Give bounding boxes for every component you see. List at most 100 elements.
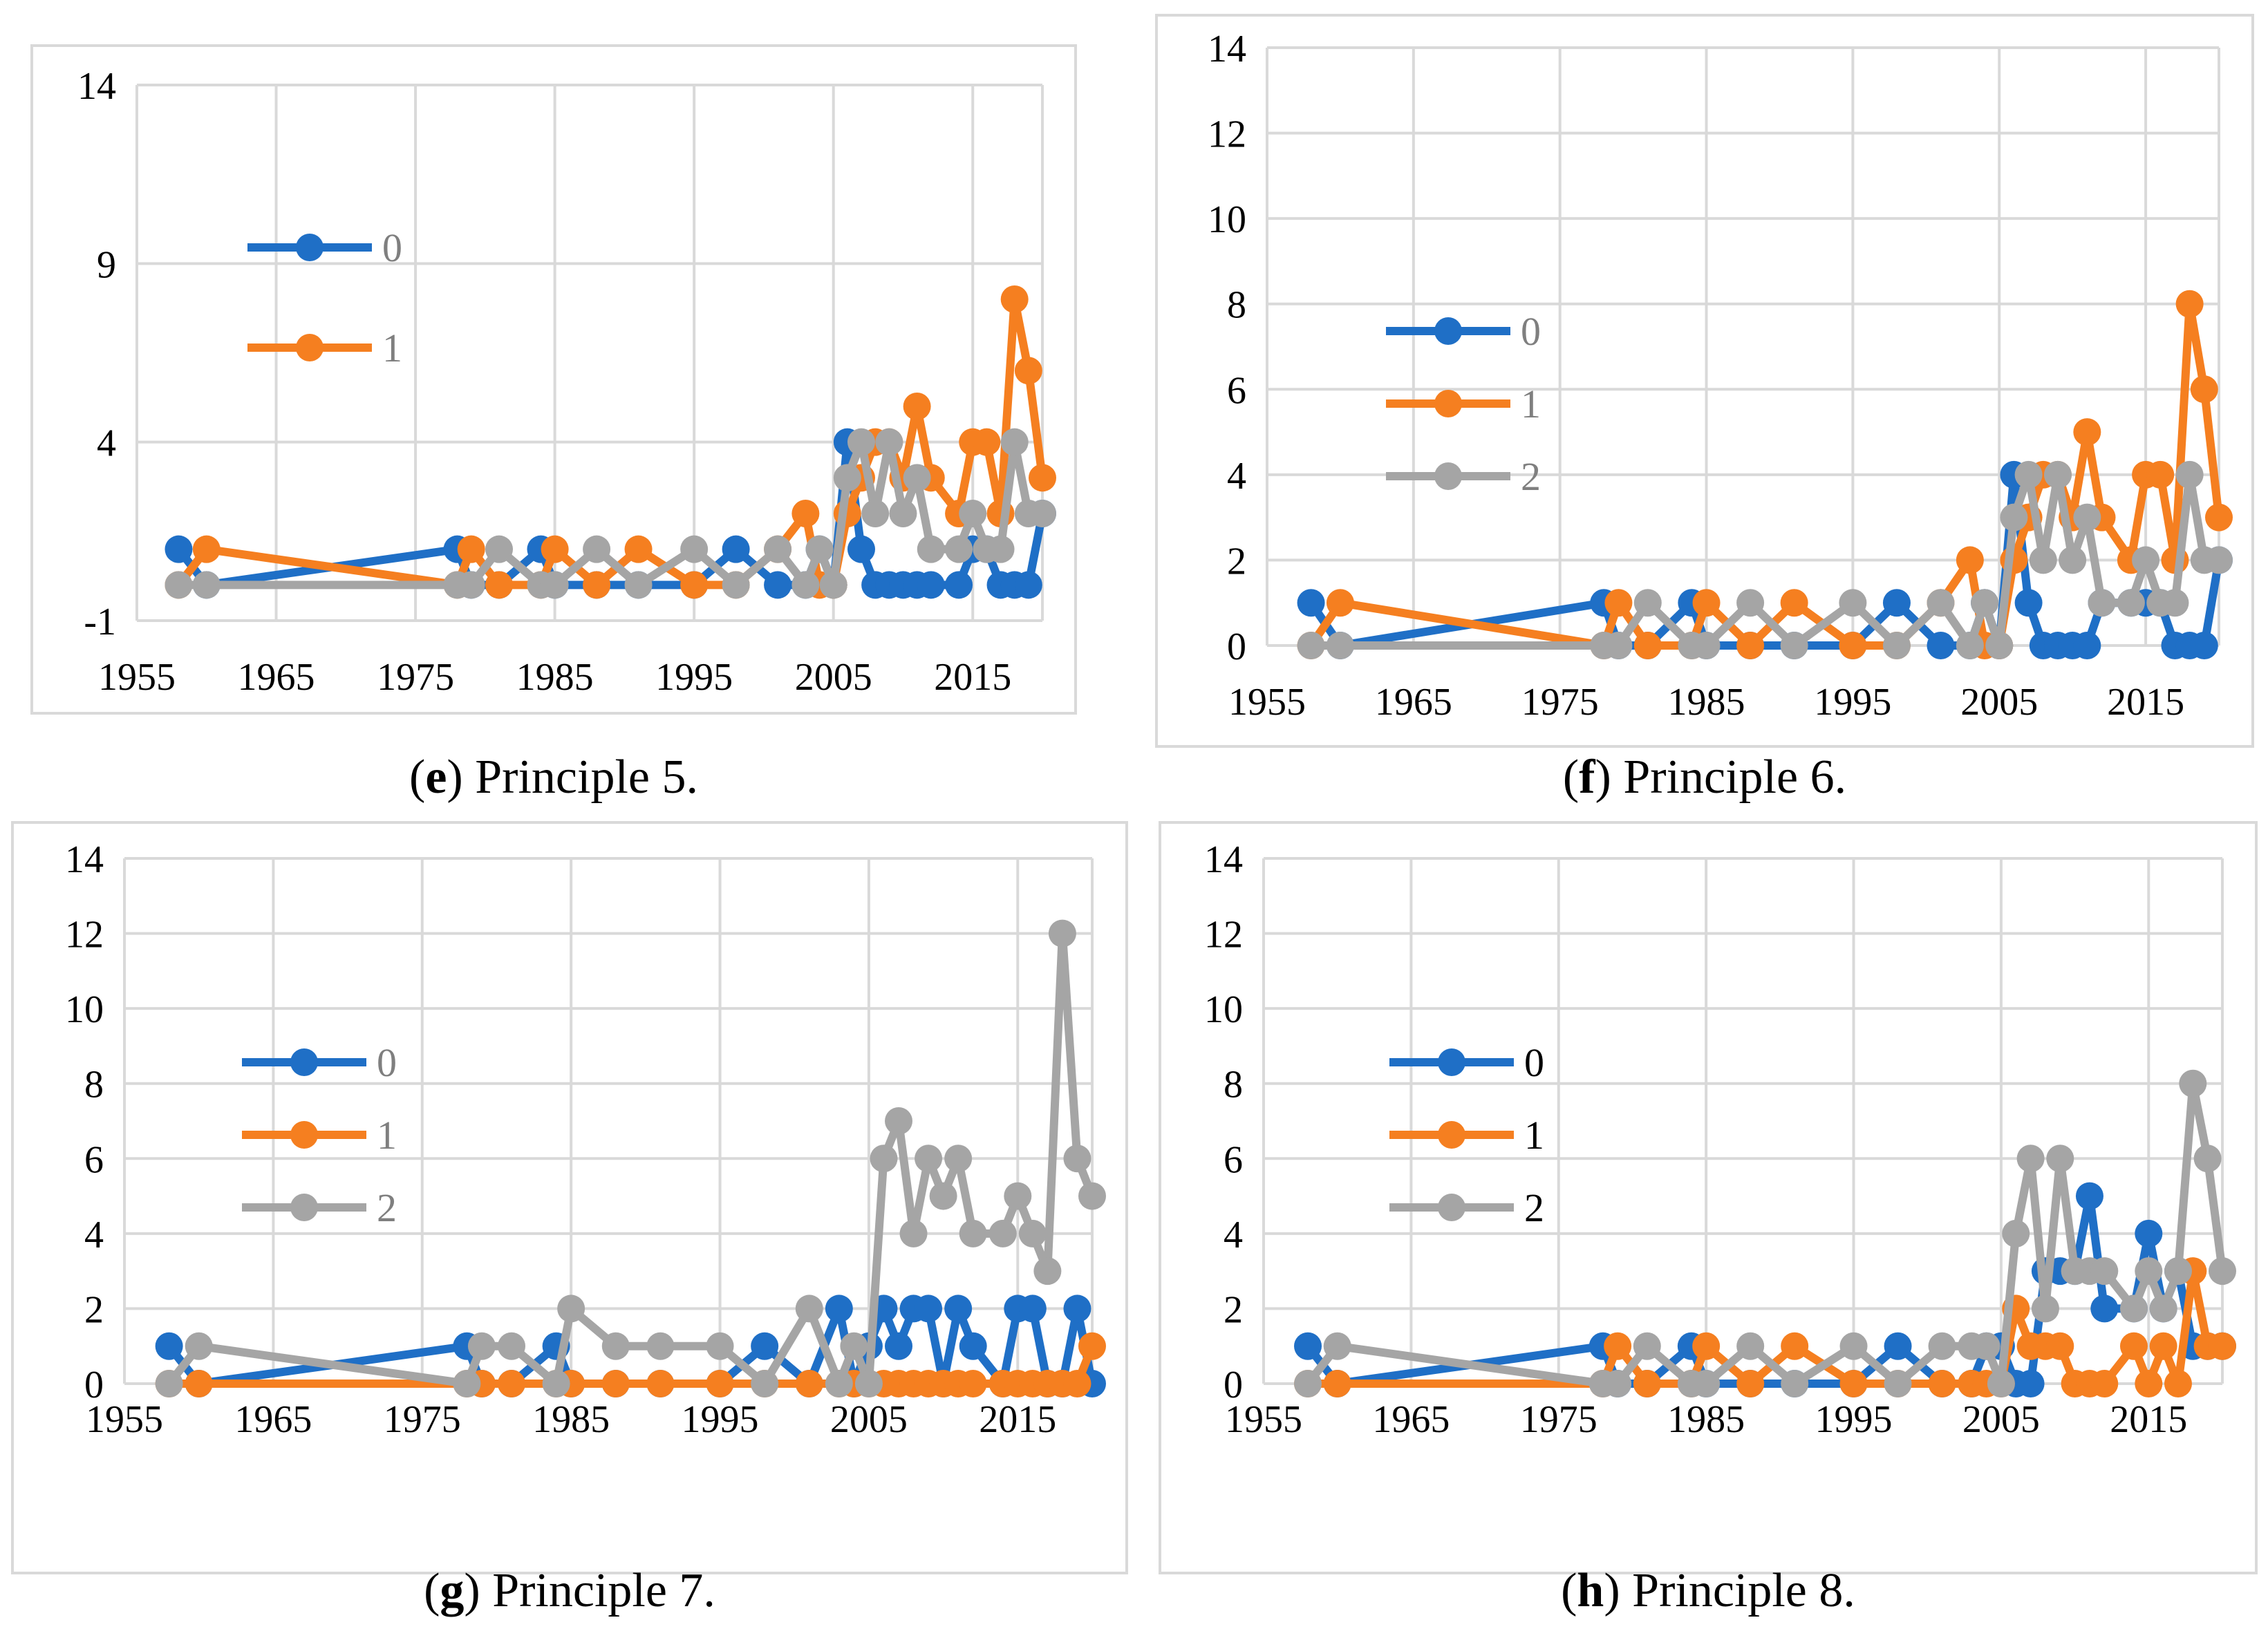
caption-e-letter: e <box>425 751 447 804</box>
series-2-point <box>601 1332 630 1360</box>
legend-2-label: 2 <box>377 1185 397 1230</box>
series-2-point <box>2161 589 2189 617</box>
series-1-point <box>795 1370 823 1397</box>
series-1-point <box>1692 1332 1721 1360</box>
x-tick-label: 2005 <box>1960 681 2038 724</box>
y-tick-label: 14 <box>1208 28 1246 70</box>
series-2-point <box>2117 589 2145 617</box>
series-2-point <box>2059 546 2087 574</box>
series-0-point <box>722 535 750 563</box>
series-0-point <box>847 535 875 563</box>
series-2-point <box>915 1145 943 1173</box>
series-2-point <box>805 535 834 563</box>
series-2-point <box>1048 919 1076 948</box>
series-2-point <box>2046 1145 2074 1173</box>
series-2-point <box>1326 632 1354 659</box>
legend-0-label: 0 <box>1521 309 1541 354</box>
series-1-point <box>2209 1332 2236 1360</box>
series-1-point <box>185 1370 213 1397</box>
series-0-point <box>917 571 945 599</box>
series-2-point <box>1633 589 1662 617</box>
y-tick-label: 8 <box>1227 284 1246 327</box>
series-0-point <box>825 1294 853 1323</box>
y-tick-label: 6 <box>1227 369 1246 412</box>
series-1-point <box>624 535 653 563</box>
x-tick-label: 2015 <box>2110 1398 2187 1441</box>
series-1-point <box>1736 1370 1765 1397</box>
series-1-point <box>1839 1370 1868 1397</box>
series-2-point <box>819 571 847 599</box>
series-2-point <box>840 1332 868 1360</box>
series-1-point <box>485 571 513 599</box>
caption-h-letter: h <box>1577 1564 1604 1617</box>
series-2-point <box>1882 632 1911 659</box>
series-2-point <box>646 1332 675 1360</box>
series-2-point <box>1927 589 1955 617</box>
legend-0-swatch-marker <box>296 234 324 261</box>
series-1-point <box>2135 1370 2163 1397</box>
series-0-point <box>165 535 193 563</box>
series-2-point <box>457 571 485 599</box>
series-2-point <box>165 571 193 599</box>
legend-0-label: 0 <box>382 225 402 270</box>
series-0-point <box>1014 571 1042 599</box>
y-tick-label: 4 <box>97 422 116 465</box>
legend-1-label: 1 <box>377 1113 397 1158</box>
x-tick-label: 1975 <box>377 656 454 699</box>
caption-g: (g) Principle 7. <box>424 1564 715 1617</box>
series-2-point <box>1987 1370 2015 1397</box>
series-2-point <box>986 535 1015 563</box>
series-2-point <box>1956 632 1984 659</box>
caption-e-text: Principle 5. <box>462 751 698 804</box>
y-tick-label: 0 <box>84 1364 104 1406</box>
series-1-point <box>646 1370 675 1397</box>
series-2-point <box>1323 1332 1351 1360</box>
series-2-point <box>2193 1145 2222 1173</box>
x-tick-label: 1995 <box>1814 681 1891 724</box>
series-2-point <box>854 1370 883 1397</box>
chart-panel-h: 14 12 10 8 6 4 2 0 1955 1965 1975 1985 1995 2005 2015 0… <box>1159 821 2258 1574</box>
series-2-point <box>1971 589 1999 617</box>
series-2-point <box>885 1107 912 1135</box>
series-0-point <box>764 571 792 599</box>
legend-0-label: 0 <box>377 1040 397 1085</box>
x-tick-label: 1975 <box>1520 1398 1597 1441</box>
series-1-point <box>1956 546 1984 574</box>
series-1-point <box>2190 375 2218 404</box>
chart-e: 14 9 4 -1 1955 1965 1975 1985 1995 2005 2015 0 1 <box>77 65 1056 699</box>
legend-1-swatch-marker <box>1434 390 1462 417</box>
series-2-point <box>1018 1219 1047 1247</box>
series-2-point <box>889 500 917 527</box>
series-2-point <box>764 535 792 563</box>
caption-f-text: Principle 6. <box>1611 751 1847 804</box>
series-1-point <box>706 1370 734 1397</box>
x-tick-label: 1955 <box>1228 681 1306 724</box>
series-2-point <box>988 1219 1017 1247</box>
y-tick-label: -1 <box>84 601 116 643</box>
y-tick-label: 0 <box>1227 625 1246 668</box>
series-2-point <box>1884 1370 1912 1397</box>
series-1-point <box>1326 589 1354 617</box>
series-1-point <box>2175 290 2204 318</box>
series-2-point <box>2031 1294 2059 1323</box>
series-2-point <box>2164 1257 2192 1286</box>
y-tick-label: 2 <box>84 1288 104 1331</box>
x-tick-label: 1965 <box>238 656 315 699</box>
series-2-point <box>2016 1145 2045 1173</box>
legend-0-swatch-marker <box>1438 1048 1465 1076</box>
series-1-point <box>1323 1370 1351 1397</box>
y-tick-label: 14 <box>77 65 116 108</box>
series-2-point <box>751 1370 779 1397</box>
series-2-point <box>1297 632 1325 659</box>
series-1-point <box>2073 418 2101 446</box>
series-1-point <box>457 535 485 563</box>
series-0-point <box>1294 1332 1322 1360</box>
series-2-point <box>1063 1145 1091 1173</box>
series-2-point <box>1004 1182 1032 1210</box>
series-1-point <box>1029 464 1056 492</box>
series-2-point <box>1781 1370 1809 1397</box>
y-tick-label: 12 <box>1208 113 1246 156</box>
caption-g-letter: g <box>440 1564 465 1617</box>
series-0-point <box>915 1294 943 1323</box>
x-tick-label: 1985 <box>1667 1398 1745 1441</box>
